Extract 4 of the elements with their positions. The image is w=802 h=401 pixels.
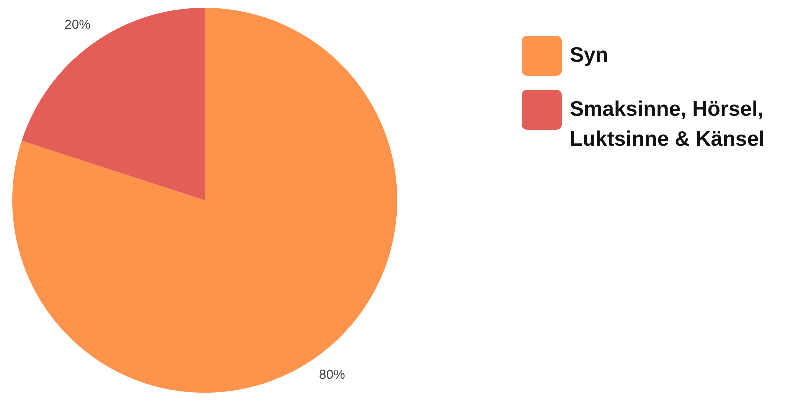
data-label: 20% <box>64 16 92 32</box>
legend-label: Smaksinne, Hörsel, Luktsinne & Känsel <box>570 97 766 153</box>
data-label: 80% <box>319 367 346 382</box>
legend-label: Syn <box>570 43 610 69</box>
